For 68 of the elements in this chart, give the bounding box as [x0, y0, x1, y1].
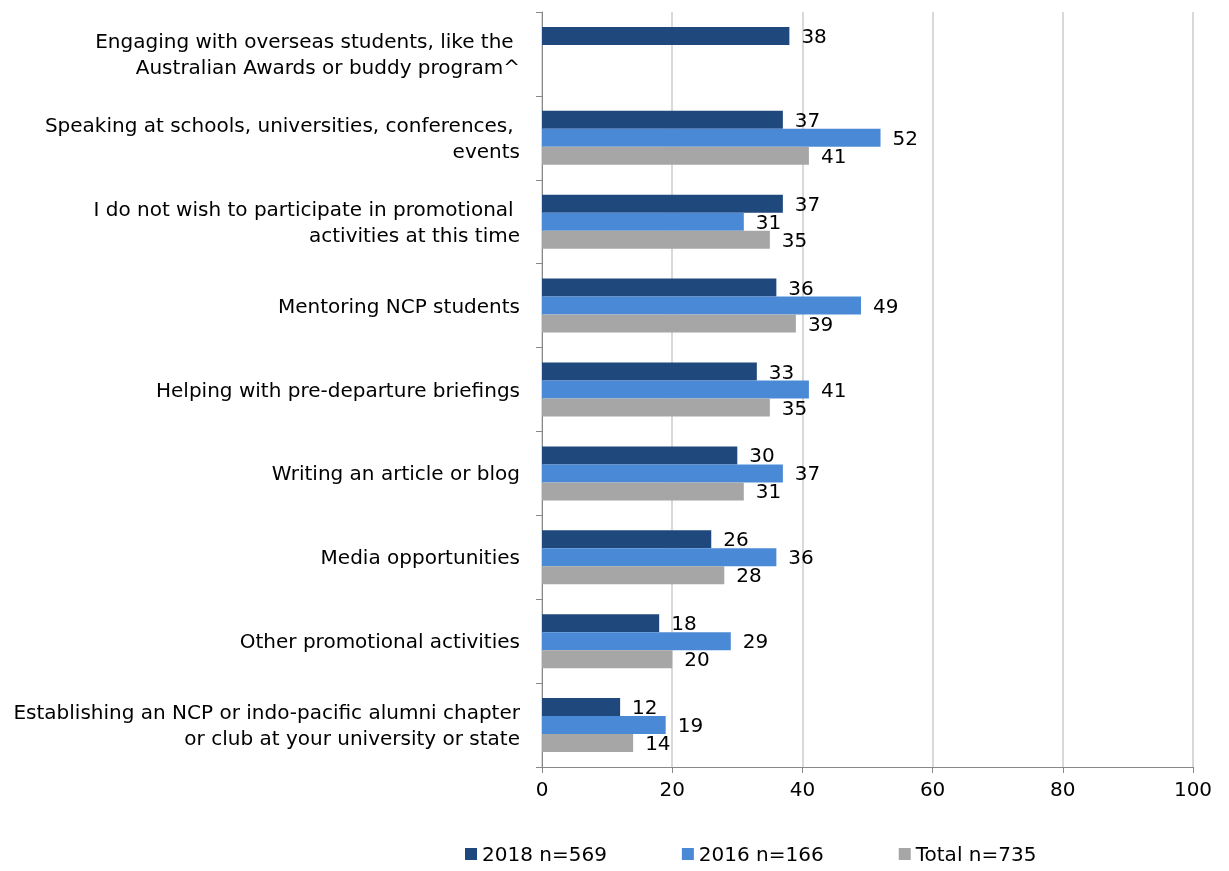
x-tick-label: 60 — [919, 777, 946, 801]
data-label: 18 — [671, 611, 697, 636]
x-tick-label: 20 — [659, 777, 685, 801]
bar — [542, 380, 809, 399]
y-tick-label: Writing an article or blog — [271, 461, 520, 486]
data-label: 36 — [788, 275, 814, 300]
bar — [542, 314, 796, 333]
bar — [542, 566, 725, 585]
y-tick-label: Speaking at schools, universities, conferences, events — [44, 112, 520, 163]
legend-label: 2018 n=569 — [482, 842, 607, 866]
data-label: 37 — [794, 107, 821, 132]
bar — [542, 482, 744, 501]
bar — [542, 194, 783, 213]
bar — [542, 146, 809, 165]
y-tick-label: Mentoring NCP students — [277, 293, 520, 318]
data-label: 12 — [632, 695, 658, 720]
y-tick-label: Engaging with overseas students, like the Australian Awards or buddy program^ — [95, 28, 520, 79]
x-tick-label: 80 — [1050, 777, 1076, 801]
data-label: 38 — [801, 23, 827, 48]
data-label: 49 — [872, 293, 899, 318]
bar — [542, 278, 777, 297]
data-label: 33 — [768, 359, 795, 384]
data-label: 39 — [807, 311, 834, 336]
bar — [542, 734, 634, 753]
bar — [542, 26, 790, 45]
data-label: 19 — [677, 713, 704, 738]
bar — [542, 230, 770, 249]
bar — [542, 446, 738, 465]
data-label: 52 — [892, 125, 918, 150]
bar — [542, 362, 757, 381]
data-label: 26 — [723, 527, 749, 552]
data-label: 20 — [684, 647, 710, 672]
bar — [542, 650, 673, 669]
data-label: 35 — [781, 227, 808, 252]
bar — [542, 128, 881, 147]
x-tick-label: 100 — [1173, 777, 1213, 801]
bar — [542, 614, 660, 633]
bar — [542, 716, 666, 735]
data-label: 30 — [749, 443, 775, 468]
data-label: 41 — [820, 143, 847, 168]
data-label: 35 — [781, 395, 808, 420]
bar — [542, 110, 783, 129]
data-label: 31 — [755, 479, 782, 504]
data-label: 29 — [742, 629, 769, 654]
y-tick-label: Other promotional activities — [239, 629, 520, 654]
data-label: 37 — [794, 461, 821, 486]
data-label: 36 — [788, 545, 814, 570]
bar — [542, 398, 770, 417]
y-tick-label: I do not wish to participate in promotional activities at this time — [93, 196, 520, 247]
y-tick-label: Media opportunities — [320, 545, 520, 570]
data-label: 14 — [645, 731, 671, 756]
data-label: 37 — [794, 191, 821, 216]
bar — [542, 530, 712, 549]
x-tick-label: 40 — [789, 777, 816, 801]
data-label: 31 — [755, 209, 782, 234]
legend-label: Total n=735 — [914, 842, 1037, 866]
bar — [542, 698, 621, 717]
data-label: 28 — [736, 563, 762, 588]
y-tick-label: Establishing an NCP or indo-pacific alumni chapter or club at your university or state — [13, 700, 521, 751]
bar — [542, 632, 731, 651]
bar — [542, 464, 783, 483]
bar — [542, 548, 777, 567]
bar — [542, 212, 744, 231]
legend-label: 2016 n=166 — [698, 842, 824, 866]
bar — [542, 296, 861, 315]
y-tick-label: Helping with pre-departure briefings — [156, 377, 520, 402]
x-tick-label: 0 — [535, 777, 549, 801]
data-label: 41 — [820, 377, 847, 402]
